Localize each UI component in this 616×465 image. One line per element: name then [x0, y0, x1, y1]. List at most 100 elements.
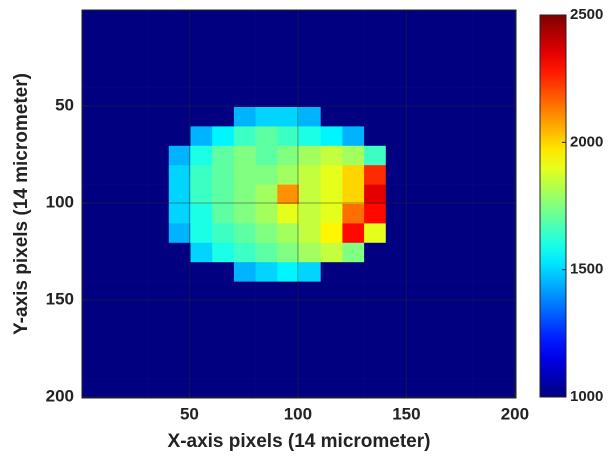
heat-cell: [494, 10, 516, 30]
heat-cell: [473, 88, 495, 108]
y-tick-label: 150: [46, 290, 74, 309]
heat-cell: [191, 146, 213, 166]
heat-cell: [277, 243, 299, 263]
heat-cell: [386, 165, 408, 185]
heat-cell: [104, 126, 126, 146]
heat-cell: [82, 379, 104, 399]
heat-cell: [473, 223, 495, 243]
heat-cell: [147, 107, 169, 127]
heat-cell: [342, 88, 364, 108]
heat-cell: [321, 223, 343, 243]
heat-cell: [169, 223, 191, 243]
heat-cell: [473, 126, 495, 146]
heat-cell: [473, 165, 495, 185]
y-tick-label: 100: [46, 193, 74, 212]
heat-cell: [212, 146, 234, 166]
heat-cell: [494, 165, 516, 185]
heat-cell: [147, 359, 169, 379]
heat-cell: [104, 88, 126, 108]
heat-cell: [104, 204, 126, 224]
heat-cell: [364, 49, 386, 69]
heat-cell: [125, 107, 147, 127]
heat-cell: [82, 10, 104, 30]
heat-cell: [473, 146, 495, 166]
heat-cell: [82, 68, 104, 88]
heat-cell: [169, 262, 191, 282]
heat-cell: [125, 126, 147, 146]
heat-cell: [125, 320, 147, 340]
heat-cell: [494, 359, 516, 379]
heat-cell: [386, 68, 408, 88]
heat-cell: [277, 126, 299, 146]
heat-cell: [191, 10, 213, 30]
heat-cell: [191, 320, 213, 340]
heat-cell: [191, 68, 213, 88]
heat-cell: [299, 262, 321, 282]
heat-cell: [191, 88, 213, 108]
heat-cell: [256, 68, 278, 88]
heat-cell: [147, 88, 169, 108]
heat-cell: [451, 29, 473, 49]
heat-cell: [169, 320, 191, 340]
heat-cell: [191, 165, 213, 185]
heat-cell: [212, 49, 234, 69]
heat-cell: [169, 107, 191, 127]
colorbar-tick-label: 1000: [570, 388, 603, 405]
heat-cell: [321, 340, 343, 360]
heat-cell: [212, 204, 234, 224]
heat-cell: [364, 68, 386, 88]
heat-cell: [299, 243, 321, 263]
heat-cell: [299, 301, 321, 321]
heat-cell: [256, 165, 278, 185]
heat-cell: [321, 29, 343, 49]
heat-cell: [234, 223, 256, 243]
heat-cell: [408, 165, 430, 185]
heat-cell: [494, 204, 516, 224]
heat-cell: [494, 282, 516, 302]
heat-cell: [364, 282, 386, 302]
x-tick-label: 200: [501, 404, 529, 423]
heat-cell: [386, 29, 408, 49]
heat-cell: [147, 10, 169, 30]
heat-cell: [82, 340, 104, 360]
heat-cell: [429, 262, 451, 282]
heat-cell: [82, 282, 104, 302]
heat-cell: [277, 49, 299, 69]
heat-cell: [104, 10, 126, 30]
heat-cell: [82, 29, 104, 49]
heat-cell: [342, 223, 364, 243]
x-tick-label: 150: [392, 404, 420, 423]
heat-cell: [364, 88, 386, 108]
heat-cell: [299, 320, 321, 340]
heat-cell: [299, 146, 321, 166]
heat-cell: [321, 126, 343, 146]
heat-cell: [82, 359, 104, 379]
heat-cell: [342, 29, 364, 49]
heat-cell: [234, 126, 256, 146]
heat-cell: [277, 301, 299, 321]
heat-cell: [299, 185, 321, 205]
heat-cell: [473, 262, 495, 282]
heat-cell: [169, 88, 191, 108]
heat-cell: [82, 223, 104, 243]
heat-cell: [408, 359, 430, 379]
heat-cell: [364, 223, 386, 243]
heat-cell: [147, 301, 169, 321]
heat-cell: [299, 282, 321, 302]
heat-cell: [364, 126, 386, 146]
heat-cell: [494, 29, 516, 49]
heat-cell: [494, 320, 516, 340]
heat-cell: [299, 223, 321, 243]
heat-cell: [169, 340, 191, 360]
heat-cell: [234, 204, 256, 224]
heat-cell: [234, 29, 256, 49]
heat-cell: [429, 68, 451, 88]
heat-cell: [125, 223, 147, 243]
heat-cell: [364, 204, 386, 224]
heat-cell: [429, 88, 451, 108]
heat-cell: [82, 49, 104, 69]
heat-cell: [342, 340, 364, 360]
heat-cell: [429, 107, 451, 127]
heat-cell: [386, 126, 408, 146]
heat-cell: [386, 107, 408, 127]
